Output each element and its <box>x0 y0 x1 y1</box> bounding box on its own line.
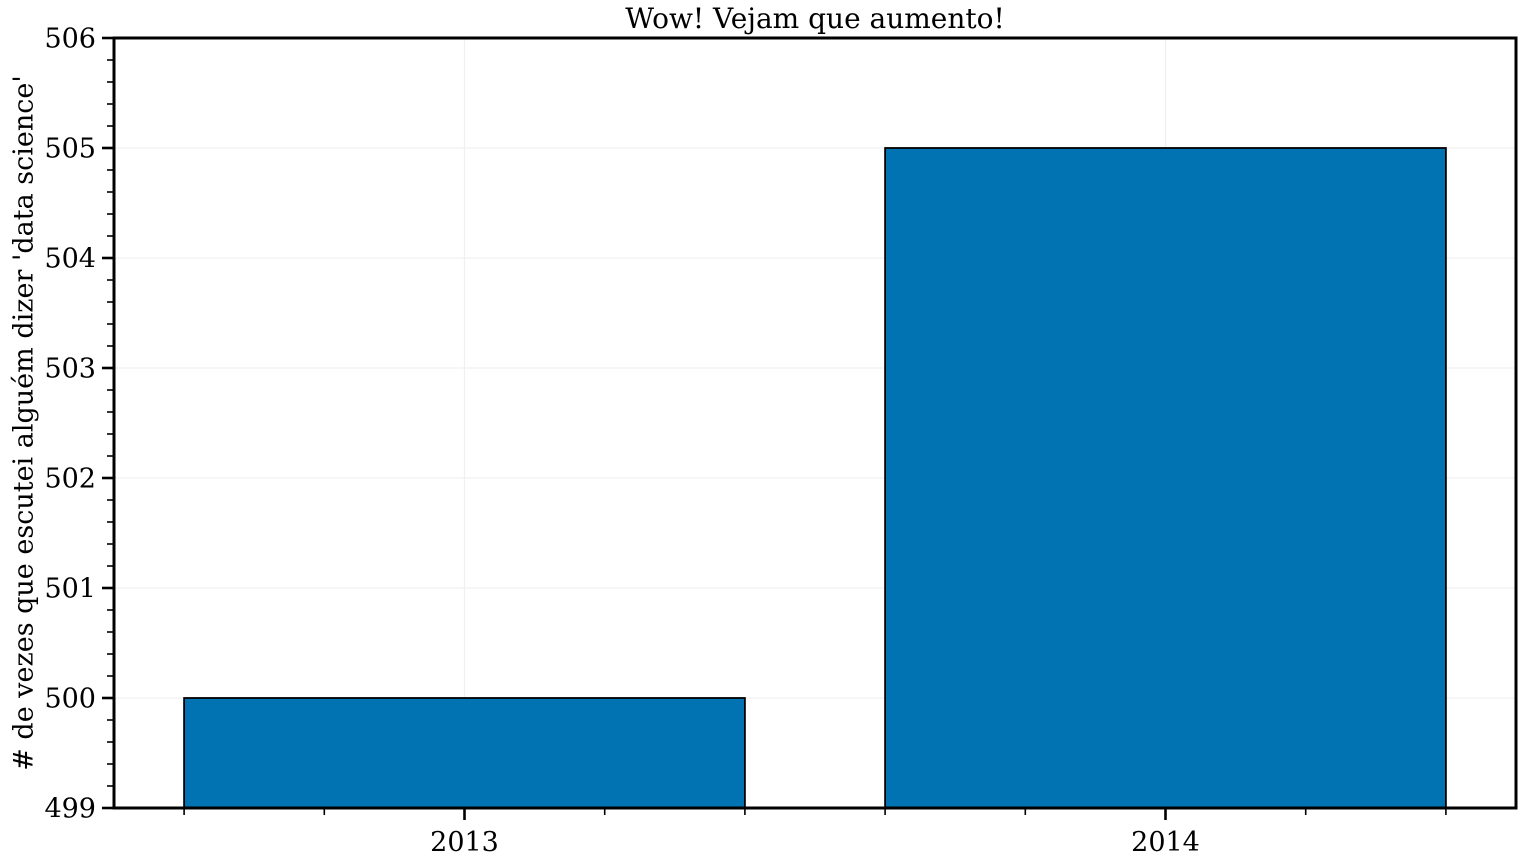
bar-2014 <box>884 147 1447 809</box>
plot-border <box>112 36 1518 810</box>
bar-2013 <box>183 697 746 809</box>
tick-labels: 499 500 501 502 503 504 505 506 2013 2014 <box>44 23 1199 858</box>
y-tick-label: 501 <box>44 573 96 604</box>
y-tick-label: 500 <box>44 683 96 714</box>
bars <box>183 147 1447 809</box>
ticks <box>102 36 1447 820</box>
y-tick-label: 504 <box>44 243 96 274</box>
x-tick-label: 2013 <box>430 827 499 858</box>
y-tick-label: 503 <box>44 353 96 384</box>
y-tick-label: 505 <box>44 133 96 164</box>
y-tick-label: 506 <box>44 23 96 54</box>
x-tick-label: 2014 <box>1131 827 1200 858</box>
y-tick-label: 502 <box>44 463 96 494</box>
y-tick-label: 499 <box>44 793 96 824</box>
chart-title: Wow! Vejam que aumento! <box>625 2 1005 35</box>
